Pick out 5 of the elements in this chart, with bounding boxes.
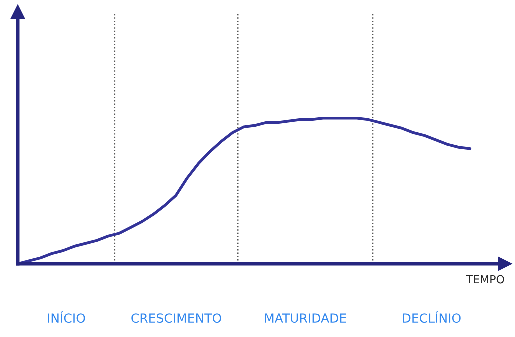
x-axis-title: TEMPO <box>466 275 504 284</box>
text: DECLÍNIO <box>403 311 461 324</box>
text: CRESCIMENTO <box>132 314 222 324</box>
text: MATURIDADE <box>265 314 346 324</box>
text: INÍCIO <box>48 311 86 324</box>
